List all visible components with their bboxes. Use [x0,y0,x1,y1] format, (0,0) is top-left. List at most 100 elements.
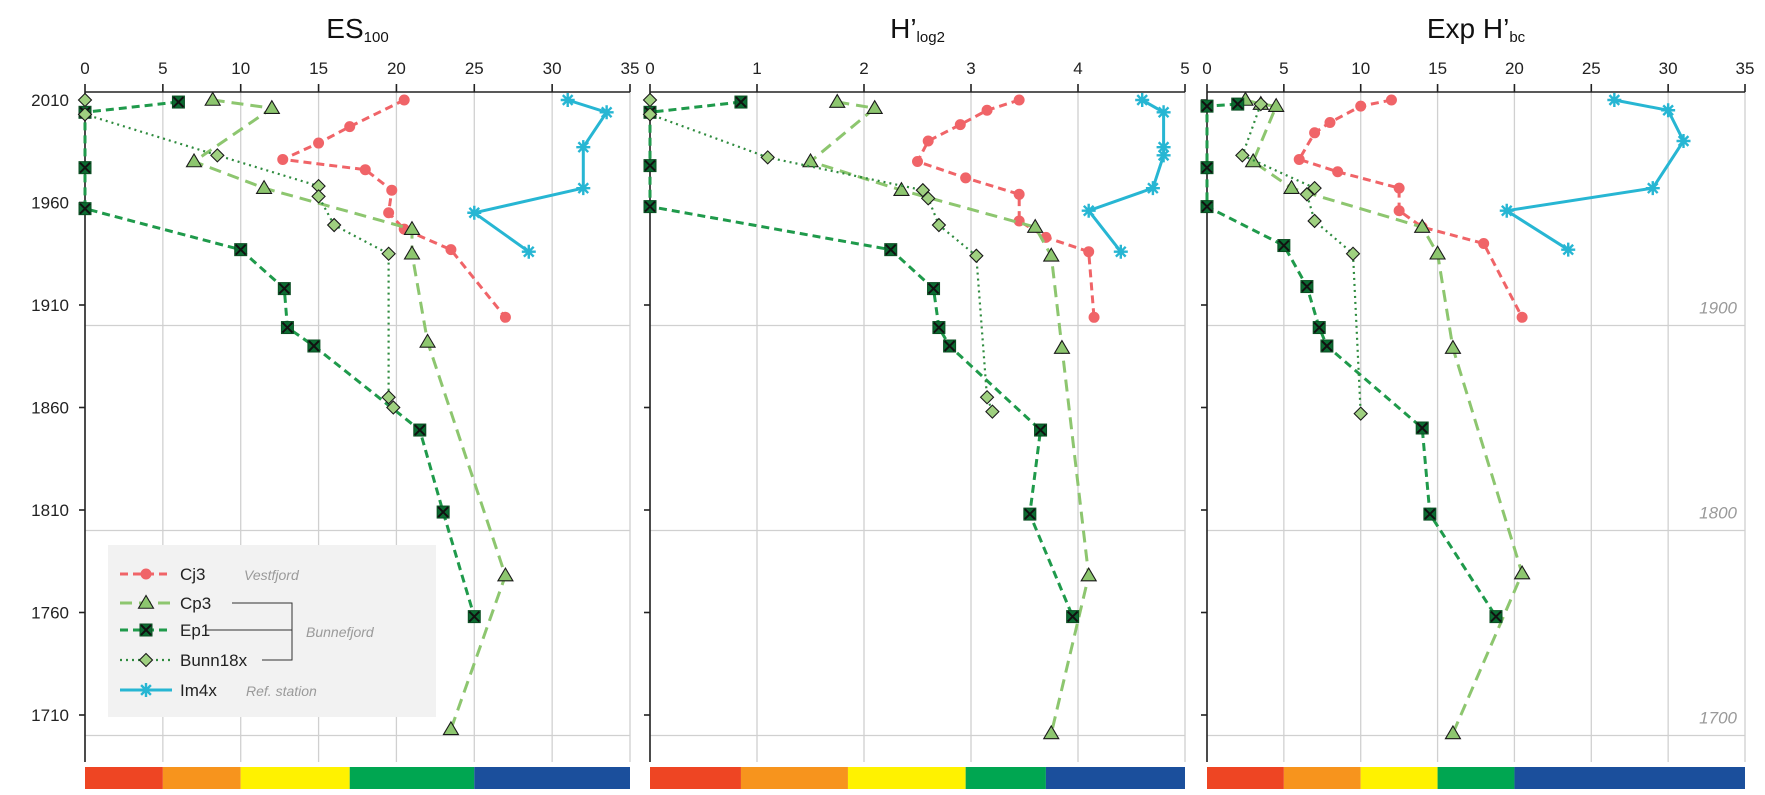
x-tick-label: 15 [1428,59,1447,78]
data-point [1478,238,1490,249]
data-point [576,140,591,155]
data-point [1200,200,1214,214]
data-point [1413,218,1431,233]
data-point [1429,245,1447,260]
x-tick-label: 20 [1505,59,1524,78]
data-point [1080,567,1098,582]
data-point [1320,339,1334,353]
legend-label: Bunn18x [180,651,248,670]
series-line [1241,103,1362,414]
data-point [1042,724,1060,740]
marker-cross [235,243,247,256]
legend-label: Cj3 [180,565,206,584]
data-point [326,217,342,233]
y-tick-label: 1760 [31,604,69,623]
data-point [1231,97,1245,111]
data-point [1645,181,1660,196]
data-point [185,152,203,168]
marker-cross [140,624,152,636]
data-point [496,567,514,582]
data-point [642,92,658,108]
color-scale-segment [349,767,475,789]
color-scale-segment [1045,767,1185,789]
data-point [643,159,657,173]
legend-label: Cp3 [180,594,211,613]
data-point [1516,311,1528,323]
series-cp3 [1236,91,1531,740]
data-point [1393,205,1405,217]
data-point [1042,247,1060,262]
data-point [280,321,294,335]
data-point [1083,246,1095,258]
data-point [386,400,401,415]
data-point [307,339,321,353]
marker-cross [1034,424,1047,436]
data-point [1156,148,1171,163]
x-tick-label: 35 [621,59,640,78]
data-point [760,150,775,165]
data-point [1385,94,1397,106]
data-point [1277,239,1291,253]
data-point [1607,93,1622,107]
panel-title-sub: bc [1509,29,1525,46]
series-line [277,98,507,319]
series-line [83,100,395,408]
x-tick-label: 1 [752,59,761,78]
data-point [981,104,993,116]
series-line [648,100,1075,618]
color-scale-segment [240,767,350,789]
color-scale-segment [740,767,848,789]
panel-3: Exp H’bc 0 5 10 15 20 25 30 35 1900 1800 1700 [1200,13,1754,789]
data-point [467,610,481,624]
marker-cross [1232,98,1244,110]
data-point [398,94,410,106]
color-scale-segment [965,767,1046,789]
y-tick-label: 1910 [31,296,69,315]
data-point [1026,218,1044,233]
data-point [1489,610,1503,624]
x-tick-label: 0 [80,59,89,78]
series-bunn18x [77,92,401,415]
data-point [1661,103,1676,118]
series-ep1 [78,95,481,624]
series-bunn18x [642,92,1000,419]
color-scale-segment [162,767,241,789]
data-point [445,244,457,256]
data-point [1312,321,1326,335]
data-point [419,333,437,348]
data-point [436,505,450,519]
series-line [1502,98,1686,251]
data-point [234,243,248,257]
data-point [210,148,225,163]
color-scale-segment [1360,767,1438,789]
y-tick-label: 1860 [31,399,69,418]
panel-2: H’log2 0 1 2 3 4 5 [642,13,1190,789]
data-point [140,568,152,580]
data-point [1353,406,1368,421]
x-tick-label: 25 [465,59,484,78]
marker-cross [1201,200,1213,213]
data-point [960,172,972,184]
panel-title: Exp H’bc [1427,13,1526,46]
data-point [1332,166,1344,178]
marker-cross [644,159,656,172]
color-scale-segment [474,767,630,789]
x-tick-label: 15 [309,59,328,78]
series-line [915,98,1096,318]
data-point [1444,724,1462,740]
series-line [1086,98,1166,253]
x-tick-label: 30 [1659,59,1678,78]
data-point [78,161,92,175]
marker-cross [933,321,945,334]
data-point [954,119,966,131]
data-point [599,105,614,120]
panel-title-sub: log2 [917,29,945,46]
data-point [927,282,941,296]
data-point [277,153,289,165]
data-point [138,652,154,668]
series-cj3 [1293,94,1528,323]
data-point [344,121,356,133]
data-point [931,217,947,233]
data-point [802,152,819,168]
series-im4x [467,93,614,259]
